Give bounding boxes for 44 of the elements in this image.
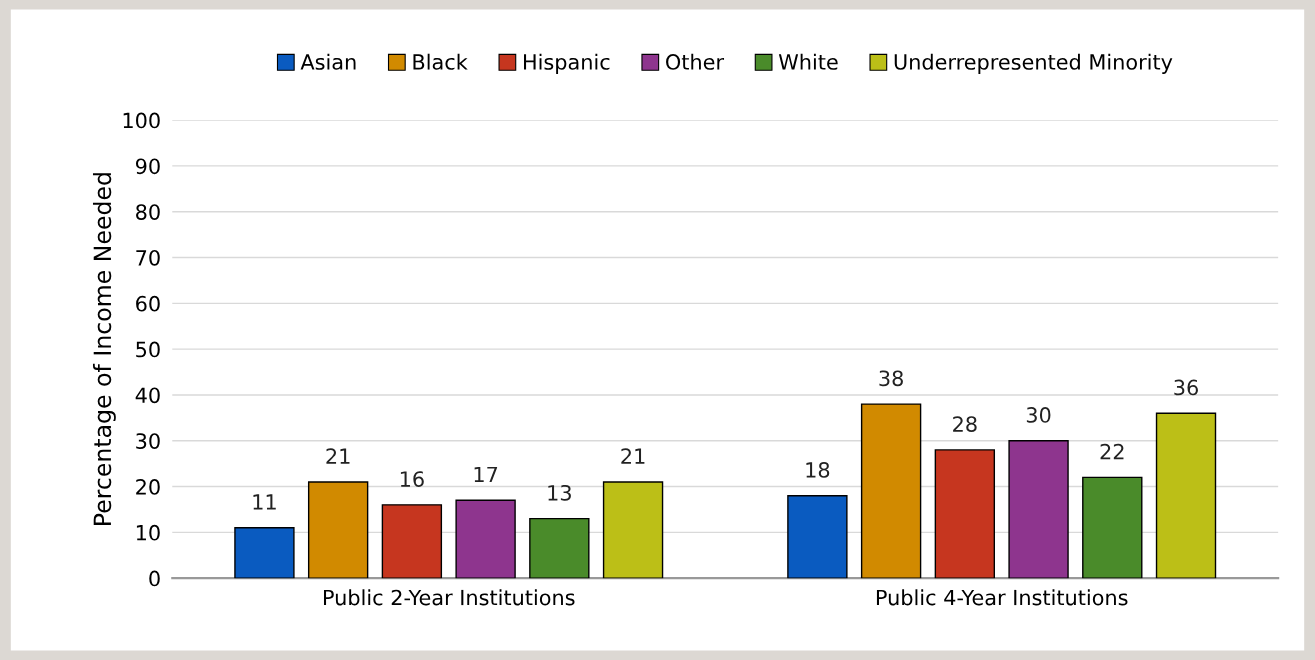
data-label: 28 <box>953 416 977 432</box>
data-label: 36 <box>1174 379 1198 396</box>
bar <box>307 481 369 579</box>
data-label: 30 <box>1026 407 1051 423</box>
x-tick-label: Public 2-Year Institutions <box>323 589 575 606</box>
data-label: 21 <box>621 448 645 464</box>
bar <box>1008 440 1069 579</box>
bar <box>860 403 922 579</box>
bar <box>455 499 516 579</box>
legend-label: White <box>778 53 838 70</box>
bar <box>234 527 295 579</box>
y-tick-label: 30 <box>136 433 160 449</box>
bar <box>1082 476 1143 579</box>
bar <box>602 481 664 579</box>
y-tick-label: 90 <box>135 158 160 175</box>
data-label: 21 <box>326 448 350 464</box>
data-label: 22 <box>1100 443 1124 460</box>
y-tick-label: 100 <box>123 112 160 129</box>
bar <box>1155 412 1217 579</box>
y-tick-label: 50 <box>136 341 160 358</box>
y-tick-label: 60 <box>136 295 160 312</box>
legend-label: Other <box>666 53 725 70</box>
data-label: 17 <box>474 466 498 483</box>
bar <box>787 495 848 579</box>
data-label: 13 <box>548 484 571 501</box>
y-tick-label: 70 <box>136 249 160 266</box>
data-label: 38 <box>879 370 903 387</box>
data-label: 16 <box>400 471 424 487</box>
legend-label: Black <box>413 53 468 70</box>
y-axis-title: Percentage of Income Needed <box>92 173 116 525</box>
y-tick-label: 10 <box>136 524 160 541</box>
y-tick-label: 80 <box>136 204 160 220</box>
data-label: 11 <box>253 494 276 510</box>
legend-label: Underrepresented Minority <box>894 53 1173 74</box>
legend-label: Hispanic <box>524 53 610 74</box>
data-label: 18 <box>806 462 830 478</box>
y-tick-label: 0 <box>149 570 160 587</box>
y-tick-label: 40 <box>135 387 160 404</box>
x-tick-label: Public 4-Year Institutions <box>876 589 1128 606</box>
y-tick-label: 20 <box>136 479 160 495</box>
bar <box>381 504 443 579</box>
legend-label: Asian <box>300 53 356 70</box>
bar <box>529 517 590 579</box>
bar <box>934 449 996 579</box>
